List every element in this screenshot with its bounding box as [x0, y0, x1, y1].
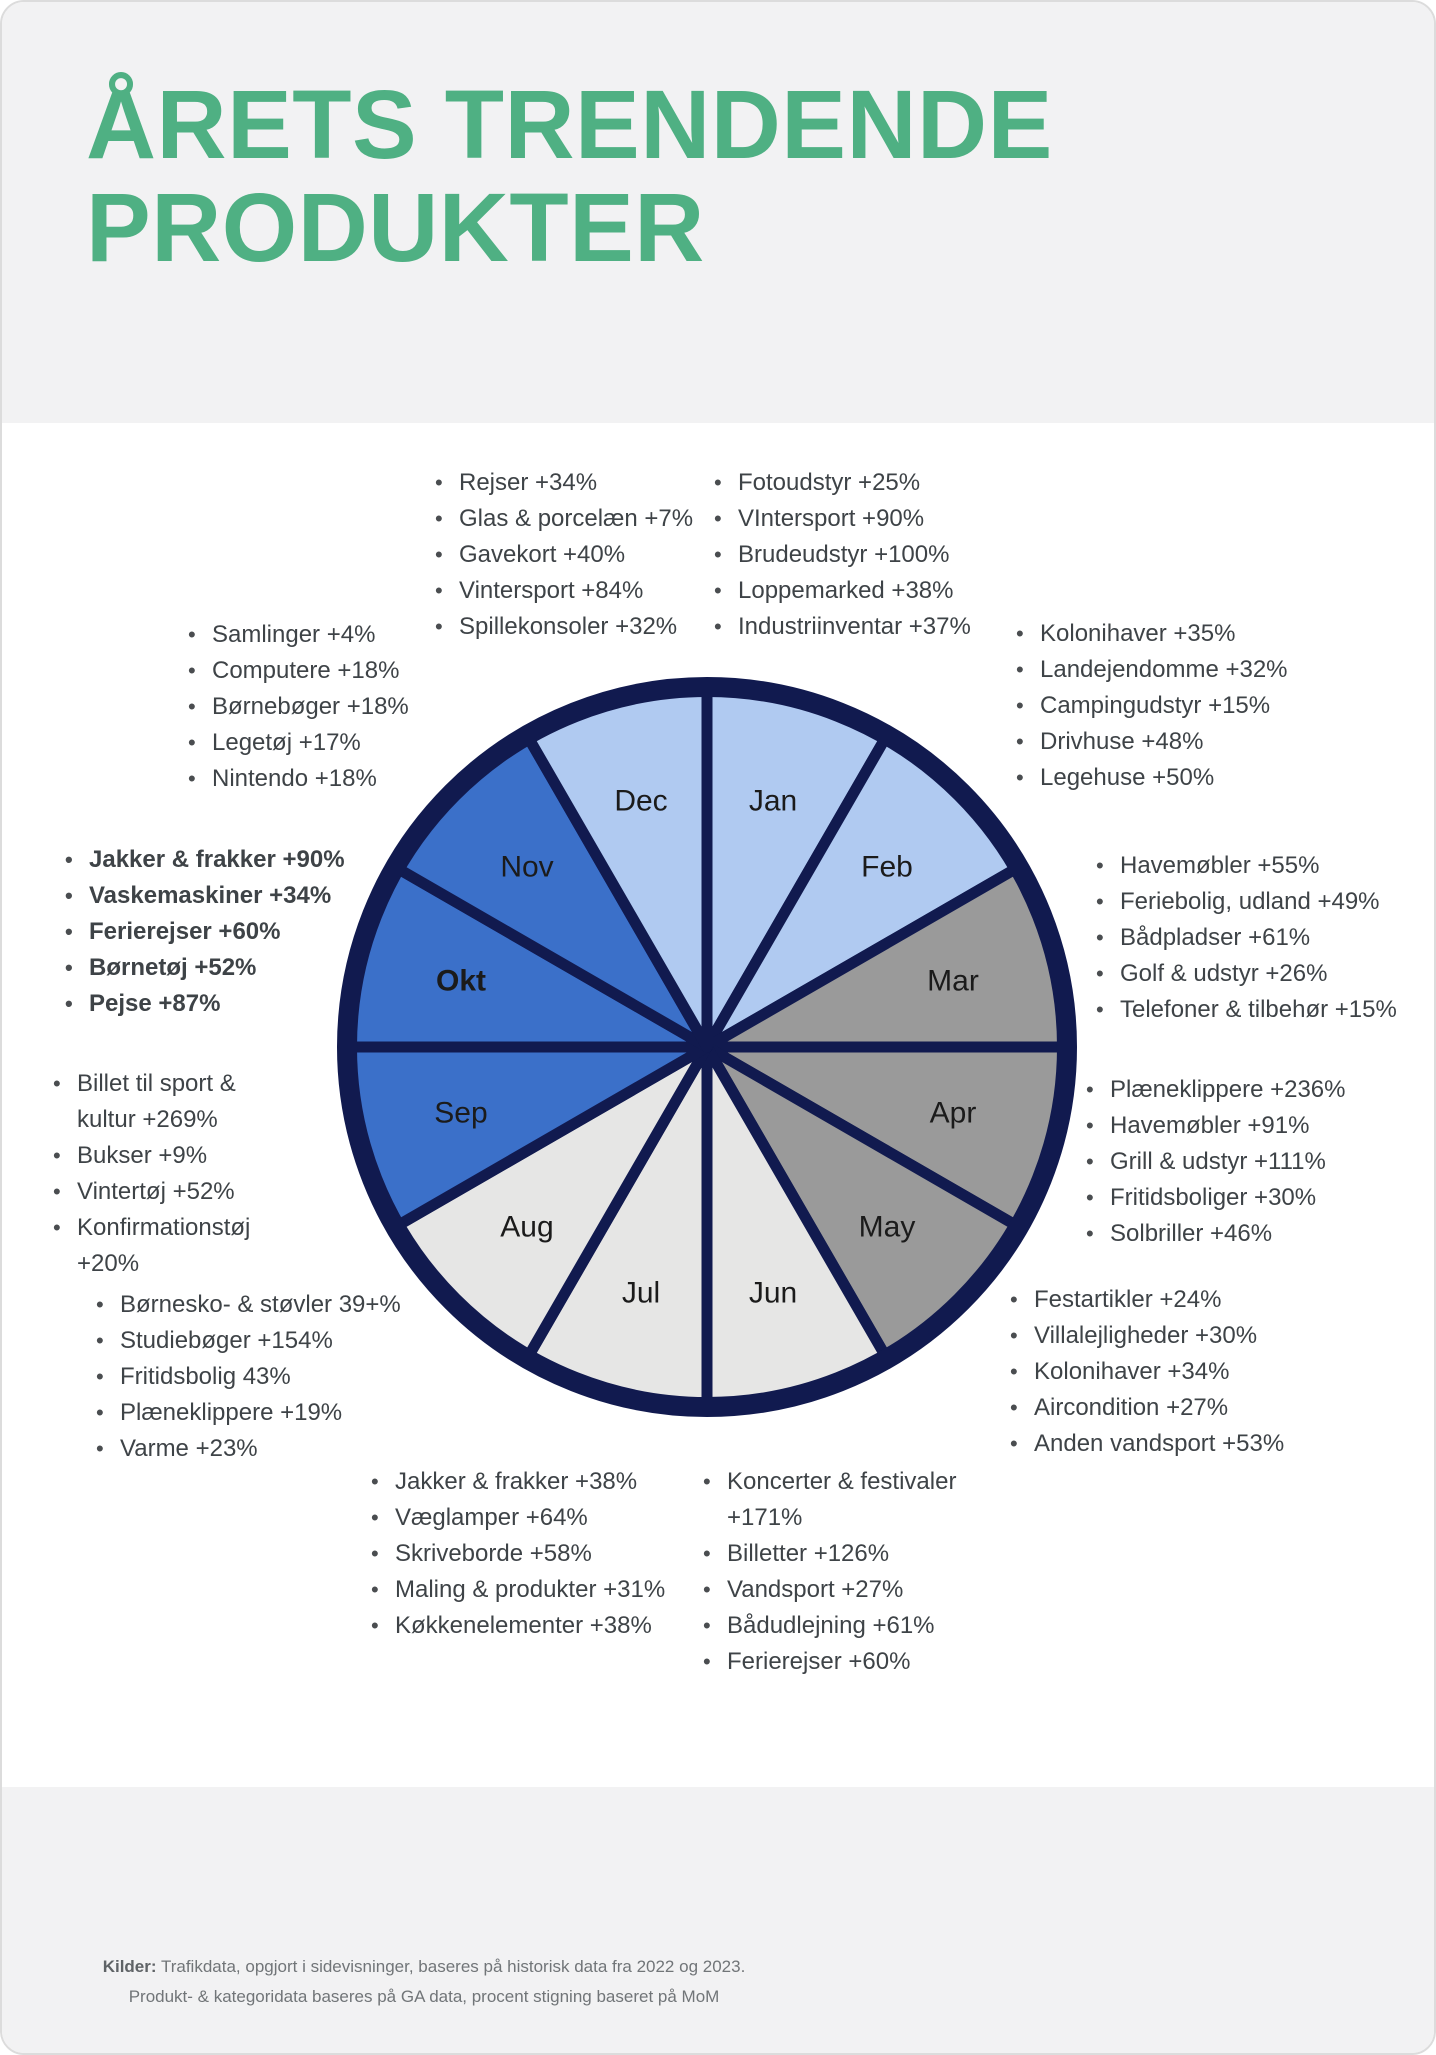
list-nov: Samlinger +4%Computere +18%Børnebøger +1…	[182, 617, 462, 797]
list-item: Vintersport +84%	[429, 573, 729, 609]
list-may: Festartikler +24%Villalejligheder +30%Ko…	[1004, 1282, 1334, 1462]
list-item: Børnetøj +52%	[59, 950, 379, 986]
list-item: Plæneklippere +236%	[1080, 1072, 1420, 1108]
list-item: Fritidsboliger +30%	[1080, 1180, 1420, 1216]
list-sep: Billet til sport & kultur +269%Bukser +9…	[47, 1066, 285, 1282]
list-item: Vandsport +27%	[697, 1572, 1037, 1608]
list-item: Legetøj +17%	[182, 725, 462, 761]
list-item: Havemøbler +55%	[1090, 848, 1430, 884]
list-item: Plæneklippere +19%	[90, 1395, 410, 1431]
sources-note: Kilder: Trafikdata, opgjort i sidevisnin…	[88, 1952, 760, 2012]
list-item: Bådpladser +61%	[1090, 920, 1430, 956]
list-item: Havemøbler +91%	[1080, 1108, 1420, 1144]
sources-text1: Trafikdata, opgjort i sidevisninger, bas…	[156, 1957, 746, 1976]
month-label-nov: Nov	[500, 851, 553, 884]
list-item: Villalejligheder +30%	[1004, 1318, 1334, 1354]
month-label-may: May	[859, 1211, 916, 1244]
list-item: Konfirmationstøj +20%	[47, 1210, 285, 1282]
list-dec: Rejser +34%Glas & porcelæn +7%Gavekort +…	[429, 465, 729, 645]
list-item: Billet til sport & kultur +269%	[47, 1066, 285, 1138]
list-item: Ferierejser +60%	[59, 914, 379, 950]
list-item: Aircondition +27%	[1004, 1390, 1334, 1426]
list-item: Grill & udstyr +111%	[1080, 1144, 1420, 1180]
list-item: Solbriller +46%	[1080, 1216, 1420, 1252]
list-item: Drivhuse +48%	[1010, 724, 1340, 760]
list-item: Køkkenelementer +38%	[365, 1608, 685, 1644]
list-item: Fritidsbolig 43%	[90, 1359, 410, 1395]
months-pie-chart: Jan Feb Mar Apr May Jun Jul Aug Sep Okt …	[337, 677, 1077, 1417]
list-jul: Jakker & frakker +38%Væglamper +64%Skriv…	[365, 1464, 685, 1644]
list-item: Jakker & frakker +38%	[365, 1464, 685, 1500]
list-item: Børnesko- & støvler 39+%	[90, 1287, 410, 1323]
list-item: Koncerter & festivaler +171%	[697, 1464, 1037, 1536]
list-item: Jakker & frakker +90%	[59, 842, 379, 878]
list-item: Fotoudstyr +25%	[708, 465, 1028, 501]
list-item: Legehuse +50%	[1010, 760, 1340, 796]
list-item: Gavekort +40%	[429, 537, 729, 573]
list-item: Vaskemaskiner +34%	[59, 878, 379, 914]
list-item: Telefoner & tilbehør +15%	[1090, 992, 1430, 1028]
list-jun: Koncerter & festivaler +171%Billetter +1…	[697, 1464, 1037, 1680]
page-title-line1: ÅRETS TRENDENDE	[86, 70, 1053, 179]
header-band	[2, 2, 1434, 423]
list-item: Bukser +9%	[47, 1138, 285, 1174]
month-label-apr: Apr	[930, 1097, 977, 1130]
month-label-jan: Jan	[749, 785, 797, 818]
list-item: Golf & udstyr +26%	[1090, 956, 1430, 992]
month-label-dec: Dec	[614, 785, 667, 818]
list-item: VIntersport +90%	[708, 501, 1028, 537]
sources-label: Kilder:	[102, 1957, 157, 1976]
list-item: Skriveborde +58%	[365, 1536, 685, 1572]
list-apr: Plæneklippere +236%Havemøbler +91%Grill …	[1080, 1072, 1420, 1252]
list-item: Pejse +87%	[59, 986, 379, 1022]
month-label-okt: Okt	[436, 965, 486, 998]
page-title-line2: PRODUKTER	[86, 172, 705, 282]
list-item: Campingudstyr +15%	[1010, 688, 1340, 724]
list-item: Billetter +126%	[697, 1536, 1037, 1572]
list-item: Industriinventar +37%	[708, 609, 1028, 645]
list-item: Kolonihaver +34%	[1004, 1354, 1334, 1390]
list-okt: Jakker & frakker +90%Vaskemaskiner +34%F…	[59, 842, 379, 1022]
list-item: Spillekonsoler +32%	[429, 609, 729, 645]
list-item: Studiebøger +154%	[90, 1323, 410, 1359]
list-item: Brudeudstyr +100%	[708, 537, 1028, 573]
month-label-jul: Jul	[622, 1277, 660, 1310]
list-item: Loppemarked +38%	[708, 573, 1028, 609]
list-jan: Fotoudstyr +25%VIntersport +90%Brudeudst…	[708, 465, 1028, 645]
pie-outline	[337, 677, 1077, 1417]
list-item: Glas & porcelæn +7%	[429, 501, 729, 537]
list-item: Vintertøj +52%	[47, 1174, 285, 1210]
list-item: Børnebøger +18%	[182, 689, 462, 725]
list-item: Rejser +34%	[429, 465, 729, 501]
list-item: Nintendo +18%	[182, 761, 462, 797]
sources-line2: Produkt- & kategoridata baseres på GA da…	[128, 1987, 720, 2006]
pie-month-labels: Jan Feb Mar Apr May Jun Jul Aug Sep Okt …	[434, 785, 979, 1310]
page-title: ÅRETS TRENDENDE PRODUKTER	[86, 70, 1053, 282]
list-item: Samlinger +4%	[182, 617, 462, 653]
list-item: Anden vandsport +53%	[1004, 1426, 1334, 1462]
sources-line1: Kilder: Trafikdata, opgjort i sidevisnin…	[88, 1952, 760, 1982]
list-mar: Havemøbler +55%Feriebolig, udland +49%Bå…	[1090, 848, 1430, 1028]
list-item: Ferierejser +60%	[697, 1644, 1037, 1680]
month-label-mar: Mar	[927, 965, 979, 998]
list-item: Festartikler +24%	[1004, 1282, 1334, 1318]
list-item: Computere +18%	[182, 653, 462, 689]
list-feb: Kolonihaver +35%Landejendomme +32%Campin…	[1010, 616, 1340, 796]
month-label-sep: Sep	[434, 1097, 487, 1130]
list-aug: Børnesko- & støvler 39+%Studiebøger +154…	[90, 1287, 410, 1467]
list-item: Landejendomme +32%	[1010, 652, 1340, 688]
list-item: Bådudlejning +61%	[697, 1608, 1037, 1644]
list-item: Feriebolig, udland +49%	[1090, 884, 1430, 920]
footer-band	[2, 1787, 1434, 2053]
list-item: Kolonihaver +35%	[1010, 616, 1340, 652]
month-label-jun: Jun	[749, 1277, 797, 1310]
list-item: Maling & produkter +31%	[365, 1572, 685, 1608]
list-item: Væglamper +64%	[365, 1500, 685, 1536]
month-label-aug: Aug	[500, 1211, 553, 1244]
month-label-feb: Feb	[861, 851, 913, 884]
list-item: Varme +23%	[90, 1431, 410, 1467]
